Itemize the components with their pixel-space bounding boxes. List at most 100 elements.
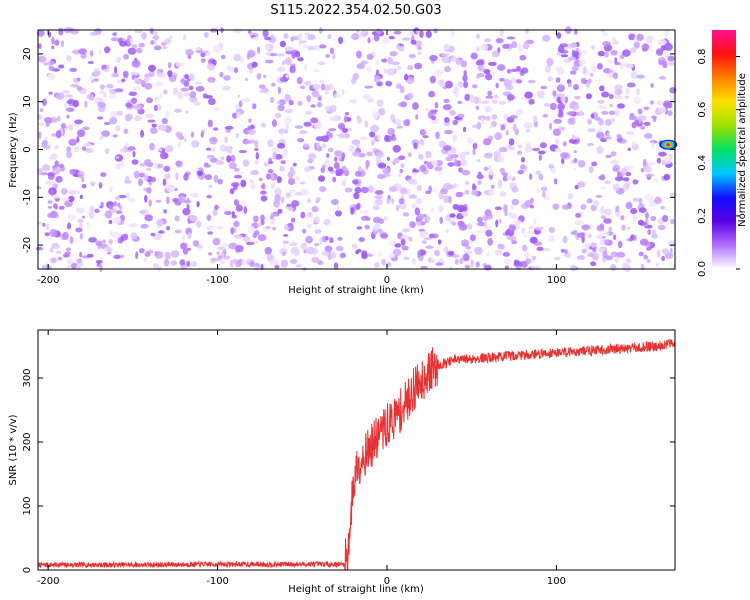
spectrogram-cell [365, 31, 369, 36]
spectrogram-cell [486, 115, 491, 122]
spectrogram-cell [42, 164, 51, 172]
spectrogram-cell [639, 238, 649, 246]
spectrogram-cell [400, 188, 408, 195]
spectrogram-cell [334, 156, 338, 162]
spectrogram-cell [265, 225, 271, 230]
spectrogram-cell [464, 264, 471, 269]
spectrogram-cell [352, 179, 359, 185]
spectrogram-cell [632, 179, 639, 185]
spectrogram-cell [359, 209, 369, 214]
spectrogram-cell [401, 228, 411, 233]
spectrogram-cell [281, 60, 286, 65]
spectrogram-cell [434, 69, 444, 77]
spectrogram-cell [434, 102, 439, 109]
spectrogram-cell [512, 123, 518, 132]
spectrogram-cell [486, 251, 490, 257]
spectrogram-cell [213, 174, 219, 183]
spectrogram-cell [577, 160, 586, 168]
spectrogram-cell [443, 145, 452, 151]
spectrogram-cell [295, 264, 303, 268]
spectrogram-cell [491, 114, 498, 120]
spectrogram-cell [564, 96, 568, 104]
spectrogram-cell [90, 31, 99, 36]
spectrogram-cell [103, 246, 113, 253]
spectrogram-cell [86, 221, 91, 229]
spectrogram-cell [151, 123, 157, 128]
spectrogram-cell [667, 55, 675, 62]
spectrogram-cell [581, 224, 590, 231]
spectrogram-cell [499, 191, 507, 197]
spectrogram-cell [286, 203, 292, 207]
spectrogram-cell [331, 198, 339, 206]
spectrogram-cell [555, 77, 561, 83]
spectrogram-cell [132, 150, 136, 158]
spectrogram-cell [288, 99, 294, 106]
spectrogram-cell [335, 168, 344, 176]
spectrogram-cell [139, 163, 146, 167]
spectrogram-cell [625, 258, 632, 263]
spectrogram-cell [131, 44, 138, 49]
spectrogram-cell [134, 29, 143, 34]
spectrogram-cell [563, 252, 572, 258]
spectrogram-cell [515, 223, 521, 230]
spectrogram-cell [476, 46, 480, 52]
spectrogram-cell [648, 199, 655, 207]
spectrogram-cell [425, 190, 432, 195]
spectrogram-cell [526, 230, 535, 235]
spectrogram-cell [560, 95, 566, 103]
spectrogram-cell [529, 173, 533, 180]
spectrogram-cell [233, 167, 240, 172]
spectrogram-cell [364, 85, 373, 89]
spectrogram-cell [99, 84, 106, 89]
spectrogram-cell [166, 196, 170, 205]
spectrogram-cell [136, 47, 143, 54]
spectrogram-cell [488, 170, 495, 176]
spectrogram-cell [470, 259, 474, 268]
spectrogram-cell [434, 166, 443, 172]
snr-ticks: -200 -100 0 100 0 100 200 300 [22, 330, 675, 587]
spectrogram-cell [633, 40, 640, 49]
spectrogram-cell [484, 226, 492, 230]
spectrogram-cell [217, 246, 226, 251]
spectrogram-cell [98, 49, 102, 55]
spectrogram-cell [211, 146, 216, 153]
spectrogram-cell [163, 209, 168, 214]
spectrogram-cell [543, 195, 551, 201]
spectrogram-cell [529, 236, 538, 244]
spectrogram-cell [154, 251, 164, 259]
spectrogram-cell [324, 84, 330, 92]
spectrogram-cell [200, 58, 206, 63]
spectrogram-cell [51, 45, 55, 50]
spectrogram-cell [64, 94, 74, 98]
spectrogram-cell [483, 68, 491, 75]
spectrogram-cell [343, 115, 348, 123]
spectrogram-cell [81, 146, 87, 151]
spectrogram-cell [270, 259, 280, 267]
spectrogram-cell [503, 79, 512, 87]
spectrogram-cell [457, 113, 465, 119]
spectrogram-cell [79, 233, 84, 240]
spectrogram-cell [570, 42, 578, 48]
spectrogram-cell [477, 65, 485, 72]
spectrogram-cell [536, 188, 541, 193]
spectrogram-cell [277, 208, 283, 214]
spectrogram-cell [287, 222, 294, 228]
spectrogram-cell [120, 254, 125, 259]
spectrogram-cell [97, 116, 104, 120]
spectrogram-cell [508, 225, 517, 232]
spectrogram-cell [74, 119, 83, 125]
spectrogram-cell [308, 153, 317, 160]
spectrogram-cell [257, 234, 267, 242]
spectrogram-cell [177, 91, 184, 100]
spectrogram-cell [664, 157, 673, 165]
spectrogram-cell [140, 129, 145, 138]
spectrogram-cell [159, 93, 163, 98]
spectrogram-cell [365, 159, 370, 168]
spectrogram-cell [190, 192, 200, 198]
spectrogram-cell [573, 84, 579, 91]
spectrogram-cell [51, 244, 60, 249]
spectrogram-cell [61, 90, 70, 94]
spectrogram-cell [428, 90, 436, 98]
spectrogram-cell [484, 38, 492, 42]
spectrogram-cell [366, 151, 373, 157]
